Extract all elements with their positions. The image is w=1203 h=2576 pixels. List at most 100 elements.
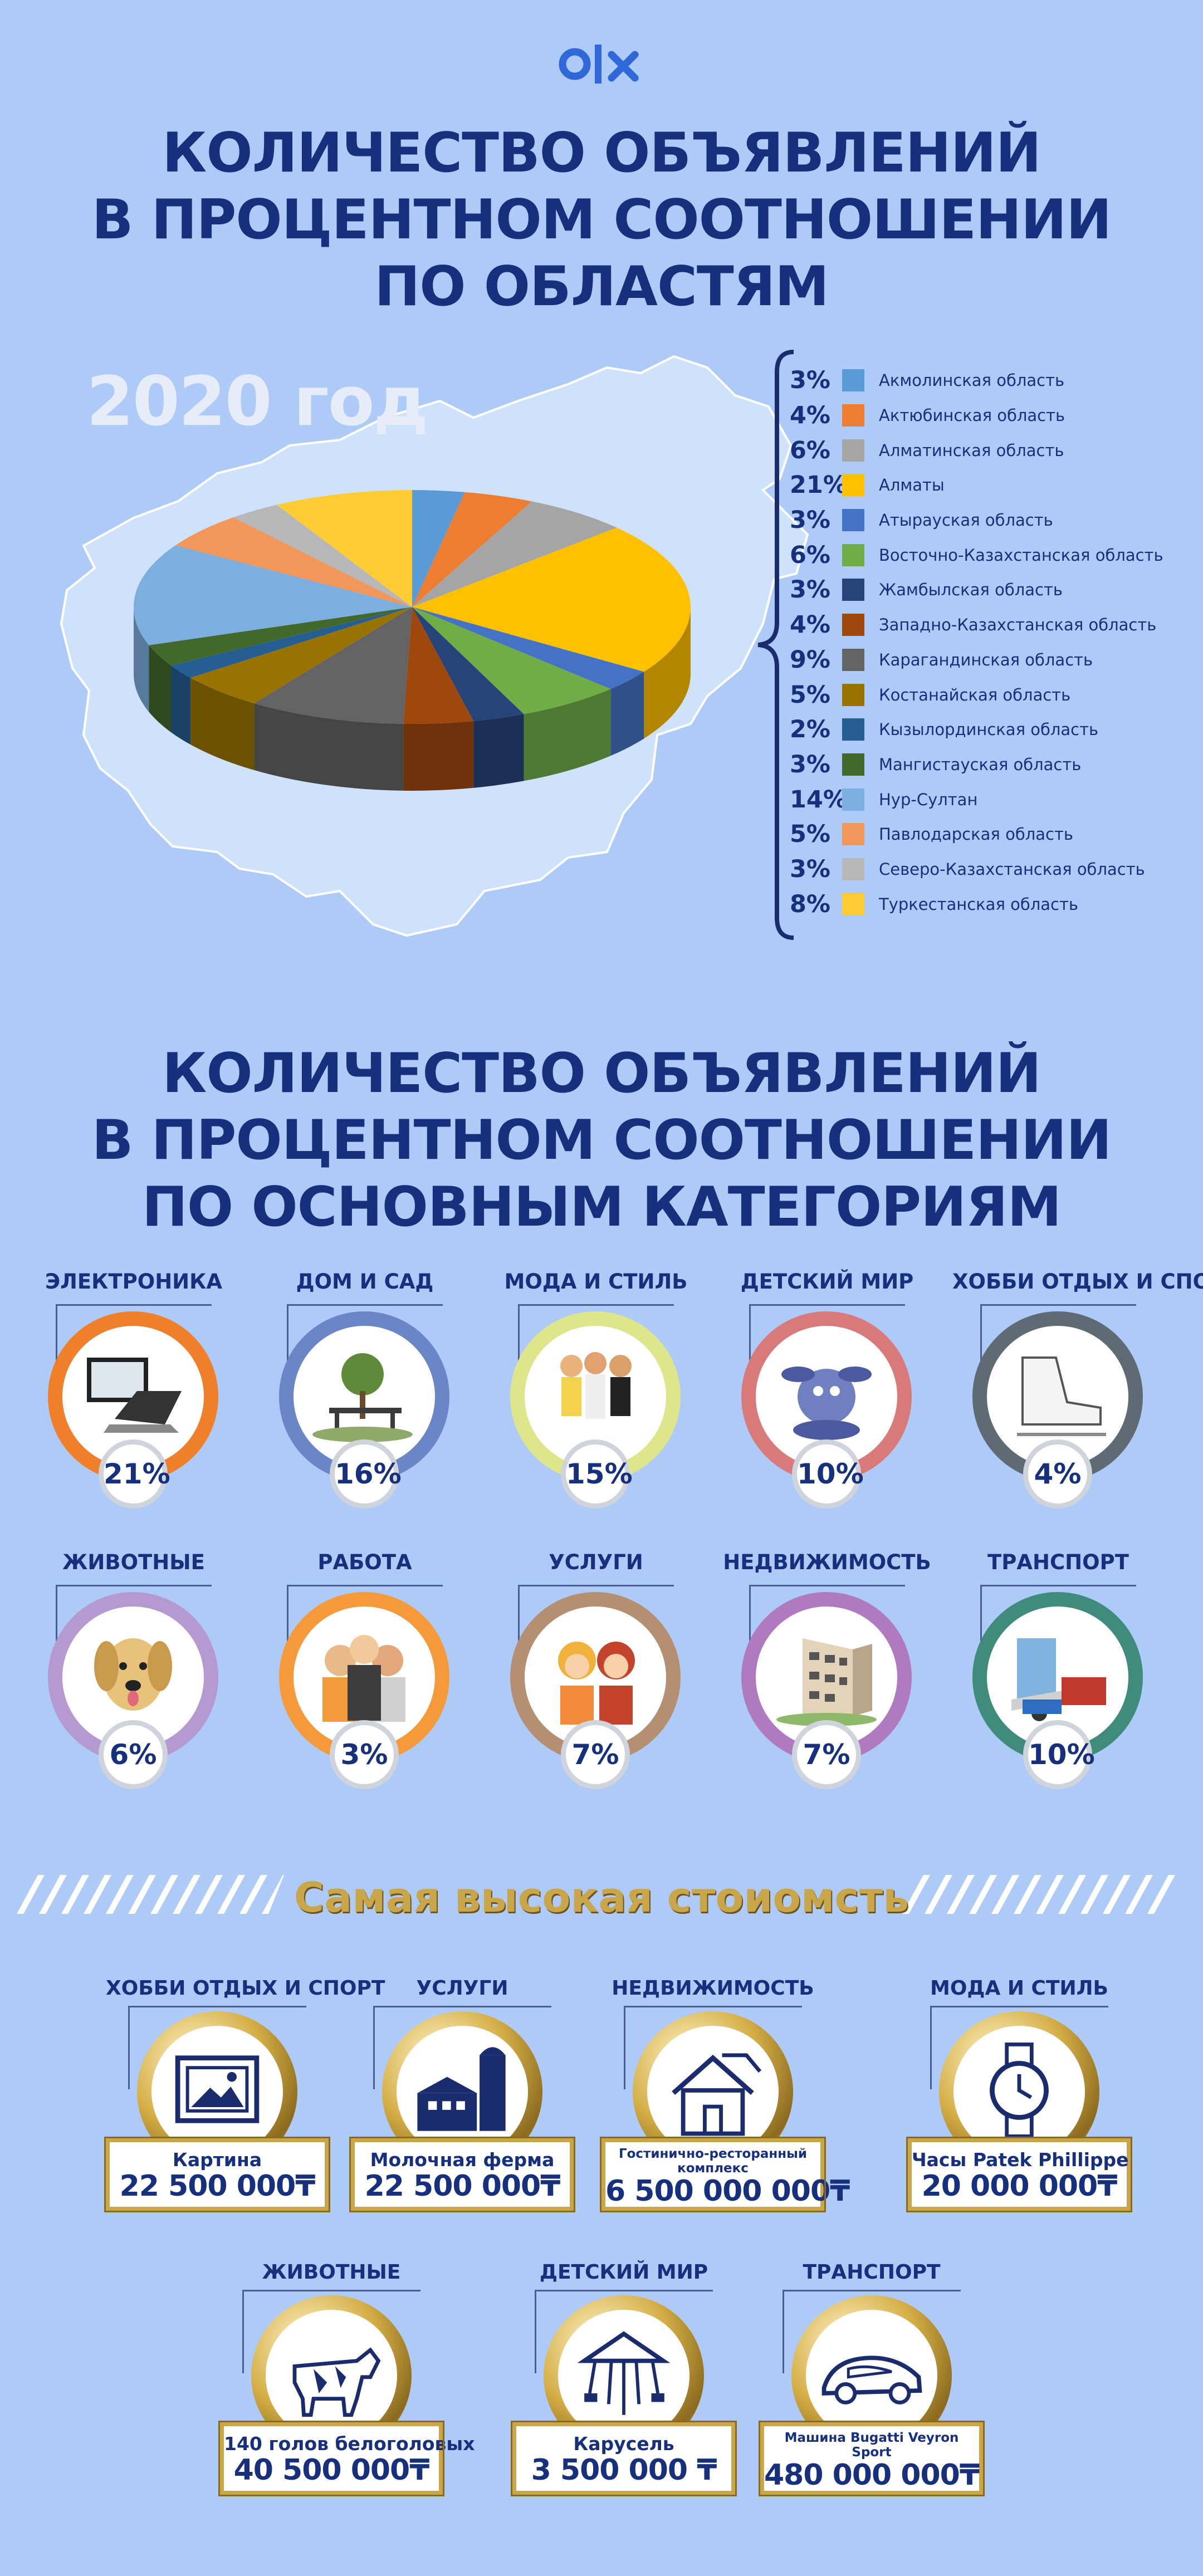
- dog-icon: [94, 1638, 172, 1711]
- price-card: ХОББИ ОТДЫХ И СПОРТ Картина 22 500 000₸: [104, 1977, 385, 2239]
- price-line-vertical: [535, 2290, 536, 2373]
- legend-entry: 6% Восточно-Казахстанская область: [790, 537, 1180, 572]
- category-name: ХОББИ ОТДЫХ И СПОРТ: [952, 1270, 1203, 1294]
- pie-slice-side: [190, 678, 255, 770]
- pie-slice: [254, 607, 412, 724]
- price-value: 3 500 000 ₸: [531, 2453, 717, 2487]
- legend-swatch: [842, 614, 864, 636]
- category-percent: 16%: [330, 1439, 402, 1509]
- category-card: УСЛУГИ 7%: [490, 1550, 702, 1812]
- transport-icon: [1011, 1638, 1106, 1721]
- legend-brace: [757, 350, 794, 940]
- services-icon: [558, 1642, 635, 1725]
- price-line: [624, 2006, 802, 2007]
- price-line: [930, 2006, 1108, 2007]
- pie-slice: [175, 517, 412, 607]
- price-card: ДЕТСКИЙ МИР Карусель 3 500 000 ₸: [511, 2261, 737, 2523]
- category-name: ЖИВОТНЫЕ: [62, 1550, 205, 1574]
- price-line-vertical: [783, 2290, 784, 2373]
- legend-swatch: [842, 474, 864, 497]
- categories-title-line: В ПРОЦЕНТНОМ СООТНОШЕНИИ: [91, 1109, 1112, 1172]
- pie-slice: [412, 607, 644, 689]
- category-card: МОДА И СТИЛЬ 15%: [490, 1270, 702, 1531]
- legend-entry: 14% Нур-Султан: [790, 782, 1180, 817]
- regions-title: КОЛИЧЕСТВО ОБЪЯВЛЕНИЙ В ПРОЦЕНТНОМ СООТН…: [0, 120, 1203, 320]
- price-value: 40 500 000₸: [233, 2453, 430, 2487]
- gold-medal: [251, 2295, 412, 2456]
- legend-label: Северо-Казахстанская область: [879, 859, 1145, 879]
- price-card: УСЛУГИ Молочная ферма 22 500 000₸: [349, 1977, 575, 2239]
- category-line-vertical: [287, 1585, 288, 1674]
- legend-percent: 3%: [790, 855, 831, 883]
- pie-slice-side: [149, 645, 171, 732]
- category-line-vertical: [980, 1585, 982, 1674]
- regions-title-line: КОЛИЧЕСТВО ОБЪЯВЛЕНИЙ: [162, 121, 1041, 185]
- legend-swatch: [842, 753, 864, 776]
- pie-slice-side: [610, 672, 644, 756]
- legend-entry: 4% Западно-Казахстанская область: [790, 608, 1180, 643]
- category-card: ДЕТСКИЙ МИР 10%: [721, 1270, 933, 1531]
- price-category: ТРАНСПОРТ: [803, 2261, 941, 2284]
- legend-entry: 9% Карагандинская область: [790, 643, 1180, 678]
- price-plate: Молочная ферма 22 500 000₸: [349, 2137, 575, 2212]
- category-name: МОДА И СТИЛЬ: [504, 1270, 688, 1294]
- category-percent: 7%: [561, 1720, 630, 1789]
- category-line-vertical: [518, 1585, 520, 1674]
- price-card: НЕДВИЖИМОСТЬ Гостинично-ресторанный комп…: [600, 1977, 850, 2239]
- legend-swatch: [842, 683, 864, 706]
- category-line-vertical: [749, 1304, 751, 1393]
- categories-title-line: ПО ОСНОВНЫМ КАТЕГОРИЯМ: [141, 1176, 1062, 1239]
- legend-swatch: [842, 858, 864, 880]
- category-name: УСЛУГИ: [549, 1550, 643, 1574]
- max-price-title: Самая высокая стоиомсть: [294, 1874, 909, 1922]
- price-plate: Гостинично-ресторанный комплекс 6 500 00…: [600, 2137, 850, 2212]
- price-line: [783, 2290, 961, 2291]
- laptop-icon: [87, 1358, 182, 1433]
- pie-slice: [412, 501, 617, 607]
- category-percent: 10%: [1023, 1720, 1095, 1789]
- price-value: 20 000 000₸: [921, 2169, 1118, 2203]
- category-name: РАБОТА: [317, 1550, 412, 1574]
- price-line-vertical: [930, 2006, 932, 2089]
- price-value: 480 000 000₸: [764, 2459, 980, 2492]
- legend-swatch: [842, 543, 864, 566]
- watch-icon: [990, 2043, 1049, 2138]
- price-item: Молочная ферма: [370, 2149, 555, 2171]
- category-percent: 3%: [330, 1720, 399, 1789]
- price-line: [535, 2290, 713, 2291]
- legend-label: Алматинская область: [879, 440, 1064, 460]
- pie-slice-side: [473, 714, 524, 788]
- painting-icon: [175, 2055, 260, 2123]
- legend-label: Восточно-Казахстанская область: [879, 545, 1163, 565]
- farm-icon: [417, 2047, 506, 2131]
- carousel-icon: [577, 2331, 671, 2415]
- price-card: ТРАНСПОРТ Машина Bugatti Veyron Sport 48…: [759, 2261, 985, 2523]
- pie-slice: [412, 527, 691, 672]
- price-item: Машина Bugatti Veyron Sport: [784, 2431, 959, 2460]
- legend-swatch: [842, 823, 864, 846]
- legend-percent: 9%: [790, 645, 831, 674]
- legend-label: Алматы: [879, 476, 945, 495]
- category-card: ЭЛЕКТРОНИКА 21%: [28, 1270, 239, 1531]
- regions-title-line: ПО ОБЛАСТЯМ: [374, 255, 829, 319]
- regions-title-line: В ПРОЦЕНТНОМ СООТНОШЕНИИ: [91, 188, 1112, 252]
- price-plate: Картина 22 500 000₸: [104, 2137, 330, 2212]
- legend-entry: 3% Мангистауская область: [790, 747, 1180, 782]
- categories-title: КОЛИЧЕСТВО ОБЪЯВЛЕНИЙ В ПРОЦЕНТНОМ СООТН…: [0, 1040, 1203, 1241]
- pie-slice: [170, 607, 412, 678]
- price-plate: 140 голов белоголовых 40 500 000₸: [218, 2421, 475, 2496]
- category-name: ДЕТСКИЙ МИР: [740, 1270, 914, 1294]
- pie-slice: [134, 545, 412, 645]
- price-value: 22 500 000₸: [364, 2169, 561, 2203]
- price-category: ХОББИ ОТДЫХ И СПОРТ: [106, 1977, 385, 2000]
- pie-slice: [412, 607, 611, 714]
- legend-label: Атырауская область: [879, 511, 1053, 530]
- gold-medal: [939, 2011, 1099, 2172]
- legend-entry: 3% Жамбылская область: [790, 572, 1180, 608]
- legend-entry: 6% Алматинская область: [790, 433, 1180, 468]
- category-name: ТРАНСПОРТ: [987, 1550, 1129, 1574]
- price-item: Часы Patek Phillippe: [912, 2149, 1129, 2171]
- legend-swatch: [842, 579, 864, 601]
- cow-icon: [292, 2347, 381, 2417]
- category-line: [749, 1304, 905, 1306]
